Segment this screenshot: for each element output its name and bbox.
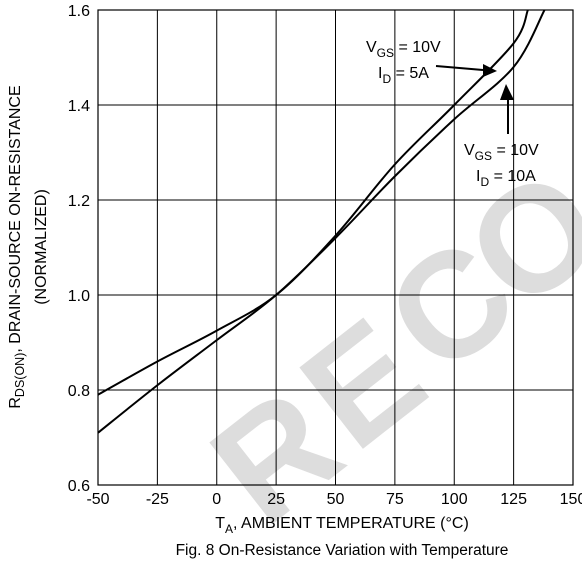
y-tick-label: 0.8 [68, 383, 90, 400]
x-tick-label: -50 [86, 491, 109, 508]
x-tick-label: 100 [441, 491, 468, 508]
annotation-5a-vgs: VGS = 10V [366, 39, 441, 60]
arrow-10a [500, 84, 514, 134]
y-tick-label: 0.6 [68, 478, 90, 495]
series-line-1 [98, 10, 546, 434]
x-tick-label: 50 [327, 491, 345, 508]
arrow-5a [435, 64, 497, 77]
x-tick-label: 75 [386, 491, 404, 508]
y-axis-label-line2: (NORMALIZED) [33, 189, 50, 305]
x-tick-labels: -50 -25 0 25 50 75 100 125 150 [86, 491, 582, 508]
annotation-10a-id: ID = 10A [476, 168, 536, 189]
figure-caption: Fig. 8 On-Resistance Variation with Temp… [176, 542, 509, 559]
x-tick-label: 125 [500, 491, 527, 508]
x-tick-label: -25 [146, 491, 169, 508]
y-tick-label: 1.4 [68, 98, 90, 115]
x-tick-label: 25 [267, 491, 285, 508]
y-tick-label: 1.2 [68, 193, 90, 210]
x-tick-label: 0 [212, 491, 221, 508]
series-group [98, 10, 546, 434]
y-tick-labels: 0.6 0.8 1.0 1.2 1.4 1.6 [68, 3, 90, 495]
x-tick-label: 150 [560, 491, 582, 508]
y-tick-label: 1.6 [68, 3, 90, 20]
annotation-5a-id: ID = 5A [378, 65, 429, 86]
y-tick-label: 1.0 [68, 288, 90, 305]
series-line-2 [98, 10, 529, 396]
plot-frame [97, 9, 574, 486]
x-axis-label: TA, AMBIENT TEMPERATURE (°C) [215, 515, 469, 536]
y-axis-label: RDS(ON), DRAIN-SOURCE ON-RESISTANCE [7, 85, 27, 408]
annotation-10a-vgs: VGS = 10V [464, 142, 539, 163]
